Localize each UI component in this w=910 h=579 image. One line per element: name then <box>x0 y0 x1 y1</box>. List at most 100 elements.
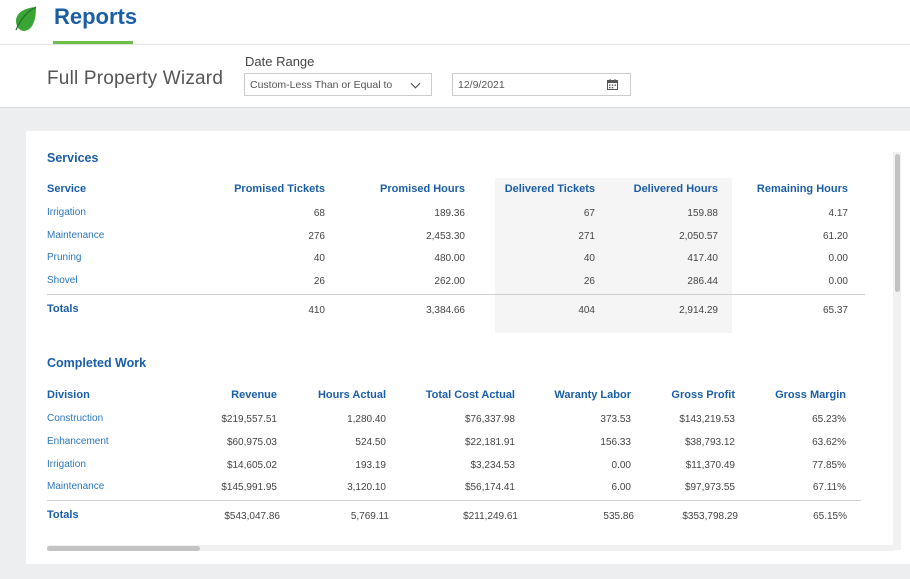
table-cell: 0.00 <box>828 253 848 264</box>
leaf-logo-icon <box>15 6 37 31</box>
table-cell: 271 <box>578 231 595 242</box>
completed-col-hours-actual: Hours Actual <box>317 389 386 401</box>
table-cell: 65.15% <box>813 511 847 522</box>
table-cell: 65.23% <box>812 414 846 425</box>
table-cell: 2,453.30 <box>426 231 465 242</box>
date-value: 12/9/2021 <box>458 79 505 91</box>
horizontal-scrollbar-thumb[interactable] <box>47 546 200 551</box>
table-cell: 156.33 <box>600 437 631 448</box>
table-cell: 3,120.10 <box>347 482 386 493</box>
table-cell: $11,370.49 <box>685 460 735 471</box>
table-cell: 276 <box>308 231 325 242</box>
calendar-icon[interactable] <box>607 79 618 90</box>
service-link-irrigation[interactable]: Irrigation <box>47 207 86 218</box>
date-range-label: Date Range <box>245 54 315 69</box>
table-cell: $56,174.41 <box>464 482 515 493</box>
table-cell: $543,047.86 <box>224 511 280 522</box>
table-cell: $211,249.61 <box>463 511 518 522</box>
horizontal-scrollbar-track[interactable] <box>47 545 893 551</box>
date-input[interactable]: 12/9/2021 <box>452 73 631 96</box>
table-cell: 67 <box>583 208 595 219</box>
table-cell: $14,605.02 <box>226 460 277 471</box>
division-link-construction[interactable]: Construction <box>47 413 104 424</box>
service-link-shovel[interactable]: Shovel <box>47 275 78 286</box>
table-cell: 373.53 <box>600 414 631 425</box>
table-cell: 65.37 <box>822 305 848 316</box>
table-cell: 404 <box>578 305 595 316</box>
table-cell: $76,337.98 <box>464 414 515 425</box>
table-cell: 3,384.66 <box>426 305 465 316</box>
table-cell: $219,557.51 <box>221 414 277 425</box>
page-title: Full Property Wizard <box>47 68 224 89</box>
services-totals-divider <box>47 294 865 295</box>
table-cell: 5,769.11 <box>350 511 389 522</box>
service-link-pruning[interactable]: Pruning <box>47 252 82 263</box>
table-cell: $3,234.53 <box>470 460 516 471</box>
completed-col-waranty-labor: Waranty Labor <box>554 389 631 401</box>
table-cell: 63.62% <box>812 437 846 448</box>
table-cell: 262.00 <box>434 276 465 287</box>
table-cell: 2,914.29 <box>679 305 718 316</box>
date-range-value: Custom-Less Than or Equal to <box>250 79 393 91</box>
table-cell: 410 <box>308 305 325 316</box>
completed-totals-label: Totals <box>47 509 79 521</box>
table-cell: $60,975.03 <box>226 437 277 448</box>
completed-col-gross-margin: Gross Margin <box>775 389 846 401</box>
table-cell: 159.88 <box>687 208 718 219</box>
table-cell: $353,798.29 <box>682 511 738 522</box>
services-col-service: Service <box>47 183 87 195</box>
completed-totals-divider <box>47 500 861 501</box>
table-cell: 61.20 <box>822 231 848 242</box>
services-col-remaining-hours: Remaining Hours <box>756 183 848 195</box>
table-cell: 4.17 <box>828 208 848 219</box>
active-tab-indicator <box>53 41 133 44</box>
table-cell: 40 <box>313 253 325 264</box>
services-col-promised-hours: Promised Hours <box>380 183 465 195</box>
table-cell: 26 <box>313 276 325 287</box>
table-cell: 26 <box>583 276 595 287</box>
services-totals-label: Totals <box>47 303 79 315</box>
services-col-promised-tickets: Promised Tickets <box>234 183 325 195</box>
table-cell: 286.44 <box>687 276 718 287</box>
table-cell: $145,991.95 <box>221 482 277 493</box>
division-link-maintenance[interactable]: Maintenance <box>47 481 105 492</box>
table-cell: 2,050.57 <box>679 231 718 242</box>
division-link-irrigation[interactable]: Irrigation <box>47 459 86 470</box>
filter-bar: Full Property Wizard Date Range Custom-L… <box>0 46 910 108</box>
service-link-maintenance[interactable]: Maintenance <box>47 230 105 241</box>
completed-col-gross-profit: Gross Profit <box>671 389 735 401</box>
chevron-down-icon <box>410 78 421 89</box>
table-cell: $38,793.12 <box>684 437 735 448</box>
table-cell: 189.36 <box>434 208 465 219</box>
completed-col-revenue: Revenue <box>231 389 277 401</box>
top-bar: Reports <box>0 0 910 45</box>
table-cell: $143,219.53 <box>679 414 735 425</box>
vertical-scrollbar-thumb[interactable] <box>895 154 900 292</box>
table-cell: 193.19 <box>355 460 386 471</box>
report-card <box>26 131 910 564</box>
table-cell: 6.00 <box>611 482 631 493</box>
completed-col-total-cost-actual: Total Cost Actual <box>425 389 515 401</box>
table-cell: 535.86 <box>603 511 634 522</box>
table-cell: 480.00 <box>434 253 465 264</box>
vertical-scrollbar-track[interactable] <box>893 152 901 550</box>
table-cell: 524.50 <box>355 437 386 448</box>
table-cell: 77.85% <box>812 460 846 471</box>
table-cell: 67.11% <box>812 482 846 493</box>
table-cell: 68 <box>313 208 325 219</box>
division-link-enhancement[interactable]: Enhancement <box>47 436 109 447</box>
table-cell: 417.40 <box>687 253 718 264</box>
table-cell: 40 <box>583 253 595 264</box>
date-range-select[interactable]: Custom-Less Than or Equal to <box>244 73 432 96</box>
completed-work-section-title: Completed Work <box>47 356 147 370</box>
delivered-columns-highlight <box>495 178 732 333</box>
services-col-delivered-hours: Delivered Hours <box>633 183 718 195</box>
services-col-delivered-tickets: Delivered Tickets <box>504 183 595 195</box>
app-title[interactable]: Reports <box>54 4 138 29</box>
table-cell: $97,973.55 <box>684 482 735 493</box>
services-section-title: Services <box>47 151 99 165</box>
table-cell: 1,280.40 <box>347 414 386 425</box>
table-cell: 0.00 <box>611 460 631 471</box>
table-cell: 0.00 <box>828 276 848 287</box>
completed-col-division: Division <box>47 389 90 401</box>
